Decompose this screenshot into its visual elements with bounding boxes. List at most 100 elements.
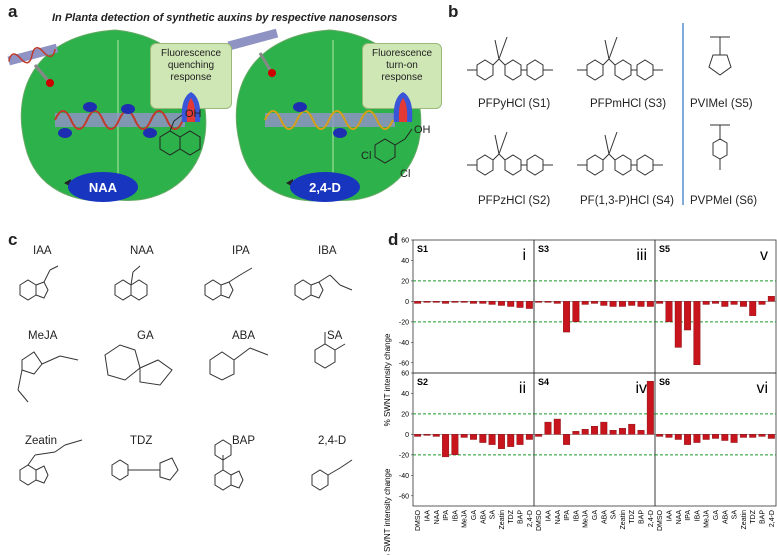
d24-badge: 2,4-D [290, 172, 360, 202]
bar-S1-IAA [423, 301, 431, 303]
x-tick-label: 2,4-D [648, 510, 655, 527]
polymer-s2-name: PFPzHCl (S2) [478, 195, 551, 207]
x-tick-label: MeJA [462, 510, 469, 528]
naa-oh-label: OH [185, 108, 202, 120]
bar-S2-NAA [432, 434, 440, 437]
subplot-roman-label: i [522, 247, 526, 264]
bar-S5-NAA [674, 301, 682, 348]
naa-badge: NAA [68, 172, 138, 202]
x-tick-label: IBA [573, 510, 580, 522]
y-tick-label: -20 [399, 452, 409, 459]
x-tick-label: 2,4-D [769, 510, 776, 527]
bar-S5-SA [730, 301, 738, 305]
bar-S5-DMSO [656, 301, 664, 304]
bar-S6-BAP [758, 434, 766, 437]
panel-d-label: d [388, 230, 399, 249]
x-tick-label: ABA [722, 510, 729, 524]
bar-S6-IPA [684, 434, 692, 445]
bar-S4-Zeatin [618, 428, 626, 435]
bar-S2-IBA [451, 434, 459, 456]
bar-S6-TDZ [749, 434, 757, 438]
bar-S4-IAA [544, 421, 552, 435]
x-tick-label: SA [611, 510, 618, 520]
polymer-s1-name: PFPyHCl (S1) [478, 98, 551, 110]
bar-S6-IBA [693, 434, 701, 443]
x-tick-label: NAA [555, 510, 562, 525]
subplot-roman-label: iv [635, 380, 647, 397]
x-tick-label: IPA [685, 510, 692, 521]
y-axis-label-lower: % SWNT intensity change [383, 468, 392, 555]
bar-S3-2,4-D [646, 301, 654, 307]
y-tick-label: 60 [401, 371, 409, 378]
x-tick-label: IAA [424, 510, 431, 522]
bar-S2-TDZ [507, 434, 515, 447]
x-tick-label: SA [732, 510, 739, 520]
bar-S2-DMSO [414, 434, 422, 437]
x-tick-label: GA [592, 510, 599, 520]
bar-S5-Zeatin [739, 301, 747, 307]
response-left-line-1: Fluorescence [160, 48, 222, 59]
mol-aba: ABA [232, 330, 256, 342]
bar-S1-Zeatin [497, 301, 505, 306]
x-tick-label: IAA [545, 510, 552, 522]
x-tick-label: TDZ [508, 509, 515, 523]
bar-S3-IAA [544, 301, 552, 303]
bar-S2-Zeatin [497, 434, 505, 449]
bar-S6-SA [730, 434, 738, 443]
quenching-plant-icon [181, 92, 201, 122]
subplot-roman-label: vi [756, 380, 768, 397]
bar-S2-2,4-D [525, 434, 533, 440]
subplot-frame-S6 [654, 372, 777, 507]
x-tick-label: MeJA [704, 510, 711, 528]
x-tick-label: TDZ [750, 509, 757, 523]
bar-S5-BAP [758, 301, 766, 305]
y-tick-label: 40 [401, 391, 409, 398]
bar-S1-BAP [516, 301, 524, 308]
bar-S1-SA [488, 301, 496, 305]
panel-a-label: a [8, 2, 18, 21]
bar-S4-GA [591, 425, 598, 435]
bar-S6-2,4-D [767, 434, 775, 439]
x-tick-label: NAA [434, 510, 441, 525]
bar-S4-MeJA [581, 429, 589, 435]
subplot-sensor-label: S6 [659, 377, 670, 387]
bar-S1-MeJA [460, 301, 468, 303]
bar-S5-ABA [721, 301, 729, 307]
polymer-s4-name: PF(1,3-P)HCl (S4) [580, 195, 674, 207]
mol-iba: IBA [318, 245, 337, 257]
bar-S1-GA [470, 301, 477, 304]
x-tick-label: GA [471, 510, 478, 520]
x-tick-label: DMSO [415, 509, 422, 531]
bar-S3-DMSO [535, 301, 543, 303]
y-tick-label: -60 [399, 360, 409, 367]
bar-S6-ABA [721, 434, 729, 441]
bar-S6-DMSO [656, 434, 664, 437]
bar-S3-ABA [600, 301, 608, 306]
subplot-sensor-label: S5 [659, 244, 670, 254]
subplot-sensor-label: S2 [417, 377, 428, 387]
response-left-line-2: quenching [167, 60, 215, 71]
x-tick-label: IBA [452, 510, 459, 522]
bar-S3-GA [591, 301, 598, 304]
x-tick-label: IPA [564, 510, 571, 521]
x-tick-label: BAP [760, 510, 767, 524]
y-tick-label: 0 [405, 432, 409, 439]
bar-S2-SA [488, 434, 496, 445]
polymer-s6-name: PVPMeI (S6) [690, 195, 758, 207]
subplot-roman-label: ii [519, 380, 526, 397]
panel-a-title: In Planta detection of synthetic auxins … [52, 12, 398, 24]
bar-S2-IAA [423, 434, 431, 436]
mol-tdz: TDZ [130, 435, 153, 447]
panel-c-label: c [8, 230, 18, 249]
bar-S5-TDZ [749, 301, 757, 316]
x-tick-label: IBA [694, 510, 701, 522]
x-tick-label: IAA [666, 510, 673, 522]
x-tick-label: DMSO [536, 509, 543, 531]
panel-b-label: b [448, 2, 459, 21]
polymer-s3-name: PFPmHCl (S3) [590, 98, 667, 110]
bar-S6-Zeatin [739, 434, 747, 438]
response-left-line-3: response [170, 72, 212, 83]
bar-S6-GA [712, 434, 719, 439]
bar-S6-MeJA [702, 434, 710, 440]
bar-S4-IBA [572, 431, 580, 435]
